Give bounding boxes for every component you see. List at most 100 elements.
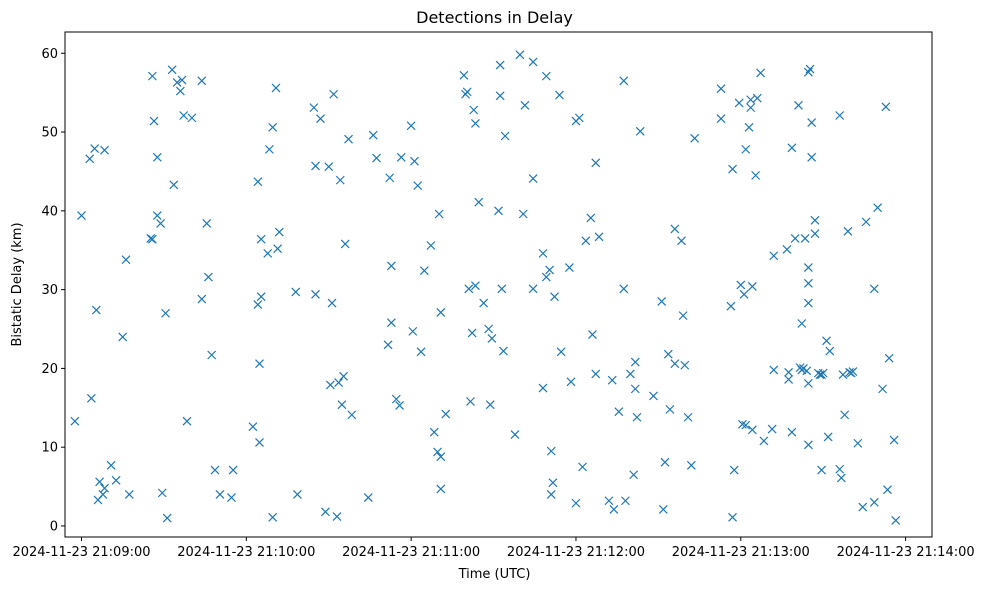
data-point: [835, 464, 845, 474]
data-point: [410, 156, 419, 166]
data-point: [767, 424, 777, 434]
data-point: [807, 118, 817, 128]
data-point: [292, 490, 302, 499]
data-point: [538, 383, 548, 393]
data-point: [891, 516, 901, 525]
data-point: [797, 319, 807, 328]
data-point: [146, 233, 156, 243]
data-point: [520, 100, 530, 110]
data-point: [619, 284, 629, 294]
data-point: [738, 419, 747, 429]
data-point: [396, 152, 406, 162]
y-tick-label: 30: [41, 283, 58, 298]
data-point: [665, 404, 675, 414]
data-point: [873, 203, 883, 213]
x-tick-label: 2024-11-23 21:14:00: [837, 545, 975, 560]
y-tick-label: 50: [41, 126, 58, 141]
data-point: [889, 435, 899, 445]
data-point: [751, 170, 761, 180]
data-point: [469, 105, 479, 115]
data-point: [470, 281, 480, 291]
data-point: [550, 292, 559, 302]
data-point: [741, 144, 751, 154]
data-point: [769, 251, 779, 261]
data-point: [434, 209, 444, 219]
data-point: [581, 236, 591, 246]
data-point: [332, 512, 342, 521]
data-point: [800, 233, 810, 243]
data-point: [810, 215, 820, 225]
data-point: [853, 438, 863, 448]
data-point: [197, 76, 207, 86]
data-point: [726, 301, 736, 311]
data-point: [467, 328, 477, 338]
data-point: [822, 336, 831, 346]
data-point: [556, 347, 566, 357]
data-point: [248, 422, 258, 432]
data-point: [459, 70, 469, 80]
data-point: [470, 118, 480, 128]
data-point: [620, 496, 630, 506]
data-point: [807, 152, 817, 162]
data-point: [836, 473, 846, 483]
data-point: [124, 490, 134, 499]
data-point: [268, 122, 278, 132]
data-point: [545, 265, 555, 275]
data-point: [678, 311, 688, 321]
scatter-points: [70, 50, 901, 525]
data-point: [268, 512, 278, 522]
data-point: [416, 347, 426, 357]
data-point: [316, 114, 325, 124]
data-point: [747, 425, 757, 435]
data-point: [177, 75, 187, 85]
x-axis-ticks: 2024-11-23 21:09:00 2024-11-23 21:10:00 20…: [12, 537, 975, 560]
y-tick-label: 40: [41, 204, 58, 219]
data-point: [658, 505, 668, 514]
data-point: [555, 90, 564, 100]
data-point: [825, 346, 835, 356]
data-point: [784, 375, 794, 384]
data-point: [339, 371, 348, 381]
y-tick-label: 60: [41, 47, 58, 62]
data-point: [487, 334, 497, 343]
data-point: [271, 83, 281, 93]
data-point: [495, 91, 505, 101]
data-point: [324, 162, 334, 172]
y-tick-label: 0: [50, 519, 58, 534]
data-point: [334, 378, 344, 388]
data-point: [840, 410, 850, 420]
data-point: [843, 226, 853, 236]
data-point: [118, 332, 128, 342]
data-point: [77, 211, 86, 220]
data-point: [436, 452, 446, 462]
data-point: [327, 298, 337, 308]
data-point: [179, 111, 189, 120]
data-point: [383, 340, 393, 350]
data-point: [845, 367, 855, 377]
data-point: [883, 485, 892, 495]
data-point: [464, 284, 474, 294]
data-point: [149, 116, 159, 126]
data-point: [215, 490, 225, 499]
data-point: [607, 375, 617, 385]
data-point: [810, 229, 820, 239]
data-point: [372, 153, 381, 163]
data-point: [729, 465, 739, 475]
data-point: [848, 367, 858, 376]
data-point: [787, 427, 797, 437]
data-point: [548, 478, 558, 488]
data-point: [413, 181, 423, 191]
data-point: [497, 284, 507, 294]
data-point: [878, 384, 887, 394]
data-point: [321, 507, 330, 517]
data-point: [182, 416, 192, 426]
data-point: [817, 465, 826, 475]
data-point: [635, 126, 645, 136]
data-point: [802, 366, 812, 376]
data-point: [744, 122, 754, 132]
data-point: [255, 438, 264, 447]
data-point: [869, 284, 879, 294]
data-point: [391, 394, 401, 404]
data-point: [629, 470, 639, 480]
